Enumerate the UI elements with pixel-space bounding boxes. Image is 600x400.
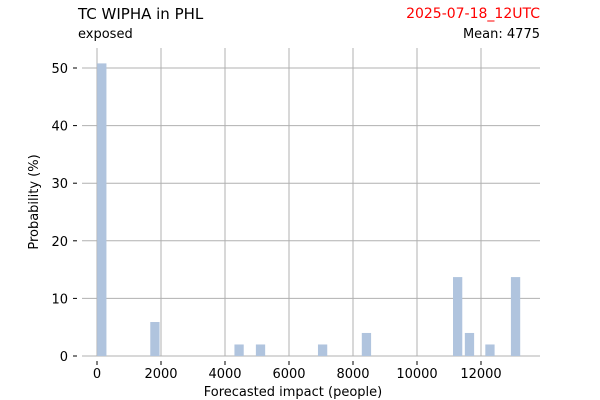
y-tick-label: 20 bbox=[51, 235, 68, 250]
histogram-bar bbox=[97, 63, 107, 356]
forecast-date: 2025-07-18_12UTC bbox=[406, 6, 540, 22]
y-tick-label: 40 bbox=[51, 120, 68, 135]
x-tick-label: 2000 bbox=[144, 367, 177, 382]
histogram-bar bbox=[361, 332, 372, 356]
x-tick-label: 10000 bbox=[396, 367, 437, 382]
y-axis-label: Probability (%) bbox=[27, 154, 42, 249]
y-tick-label: 10 bbox=[51, 292, 68, 307]
grid bbox=[82, 48, 540, 357]
y-tick-label: 0 bbox=[60, 350, 68, 365]
histogram-bar bbox=[464, 332, 475, 356]
histogram-bar bbox=[150, 322, 160, 356]
bars bbox=[97, 63, 521, 356]
y-tick-label: 30 bbox=[51, 177, 68, 192]
chart-subtitle: exposed bbox=[78, 27, 133, 42]
histogram-bar bbox=[510, 277, 521, 356]
histogram-bar bbox=[453, 277, 463, 356]
x-tick-label: 6000 bbox=[272, 367, 305, 382]
y-tick-label: 50 bbox=[51, 62, 68, 77]
x-tick-label: 0 bbox=[93, 367, 101, 382]
x-tick-label: 8000 bbox=[336, 367, 369, 382]
histogram-bar bbox=[234, 344, 244, 356]
x-tick-label: 12000 bbox=[460, 367, 501, 382]
mean-label: Mean: 4775 bbox=[462, 27, 540, 42]
histogram-bar bbox=[255, 344, 266, 356]
x-axis-label: Forecasted impact (people) bbox=[204, 385, 382, 400]
histogram-bar bbox=[317, 344, 328, 356]
histogram-bar bbox=[485, 344, 495, 356]
chart-title: TC WIPHA in PHL bbox=[78, 5, 204, 23]
ticks: 0 10 20 30 40 50 0 2000 4000 6000 8000 10000 12000 bbox=[51, 62, 501, 382]
x-tick-label: 4000 bbox=[208, 367, 241, 382]
